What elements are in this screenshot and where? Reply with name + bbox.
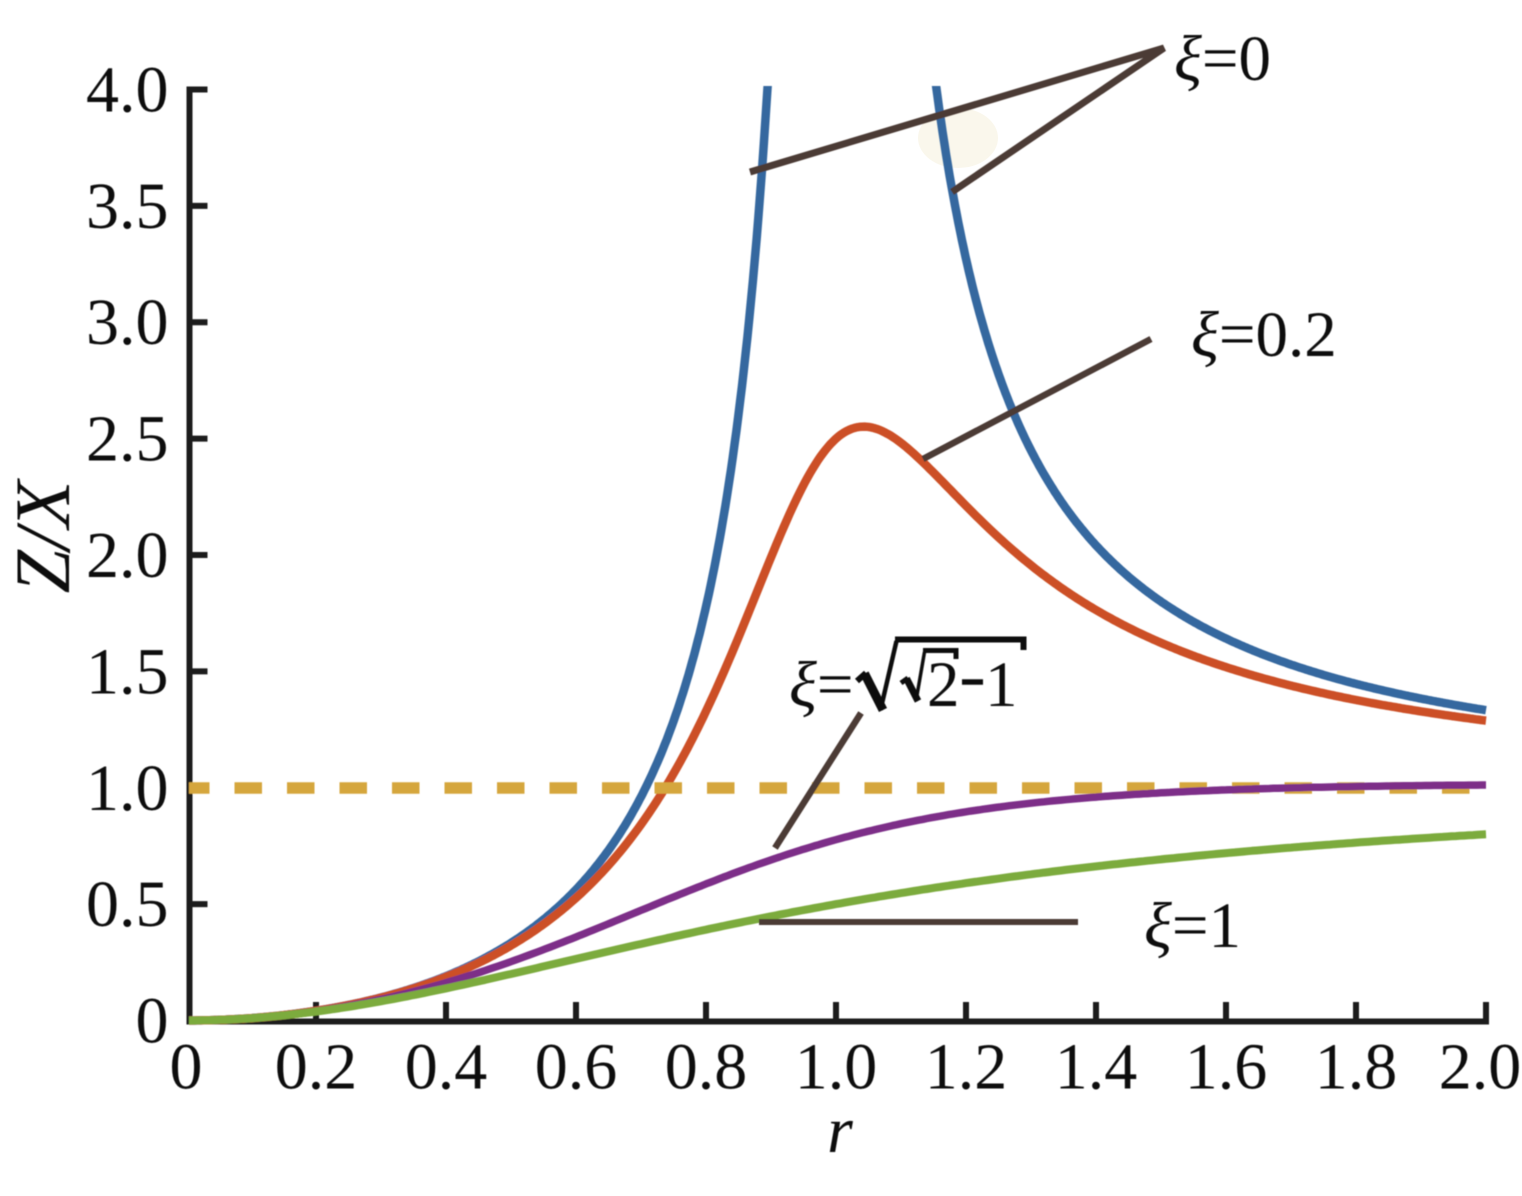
svg-text:2.5: 2.5 [86,403,169,476]
svg-text:0.8: 0.8 [665,1031,748,1104]
svg-text:0: 0 [136,985,169,1058]
svg-text:ξ=0.2: ξ=0.2 [1191,299,1337,371]
svg-text:ξ=1: ξ=1 [1144,890,1241,962]
svg-text:0.5: 0.5 [86,868,169,941]
svg-text:ξ=0: ξ=0 [1174,23,1271,95]
svg-text:1.0: 1.0 [795,1031,878,1104]
svg-text:0.4: 0.4 [405,1031,488,1104]
svg-text:ξ=: ξ= [789,649,854,721]
svg-text:1.6: 1.6 [1185,1031,1268,1104]
svg-text:3.0: 3.0 [86,286,169,359]
svg-text:1.0: 1.0 [86,752,169,825]
svg-text:1.5: 1.5 [86,635,169,708]
svg-text:1: 1 [985,649,1018,721]
svg-text:0: 0 [170,1031,203,1104]
svg-text:2.0: 2.0 [86,519,169,592]
svg-text:r: r [827,1094,853,1167]
svg-text:4.0: 4.0 [86,54,169,127]
svg-text:2.0: 2.0 [1439,1031,1522,1104]
svg-text:1.8: 1.8 [1315,1031,1398,1104]
svg-text:3.5: 3.5 [86,170,169,243]
svg-text:Z/X: Z/X [0,477,86,593]
svg-text:0.2: 0.2 [275,1031,358,1104]
svg-text:2: 2 [927,649,960,721]
svg-text:0.6: 0.6 [535,1031,618,1104]
svg-text:1.4: 1.4 [1055,1031,1138,1104]
svg-text:1.2: 1.2 [925,1031,1008,1104]
